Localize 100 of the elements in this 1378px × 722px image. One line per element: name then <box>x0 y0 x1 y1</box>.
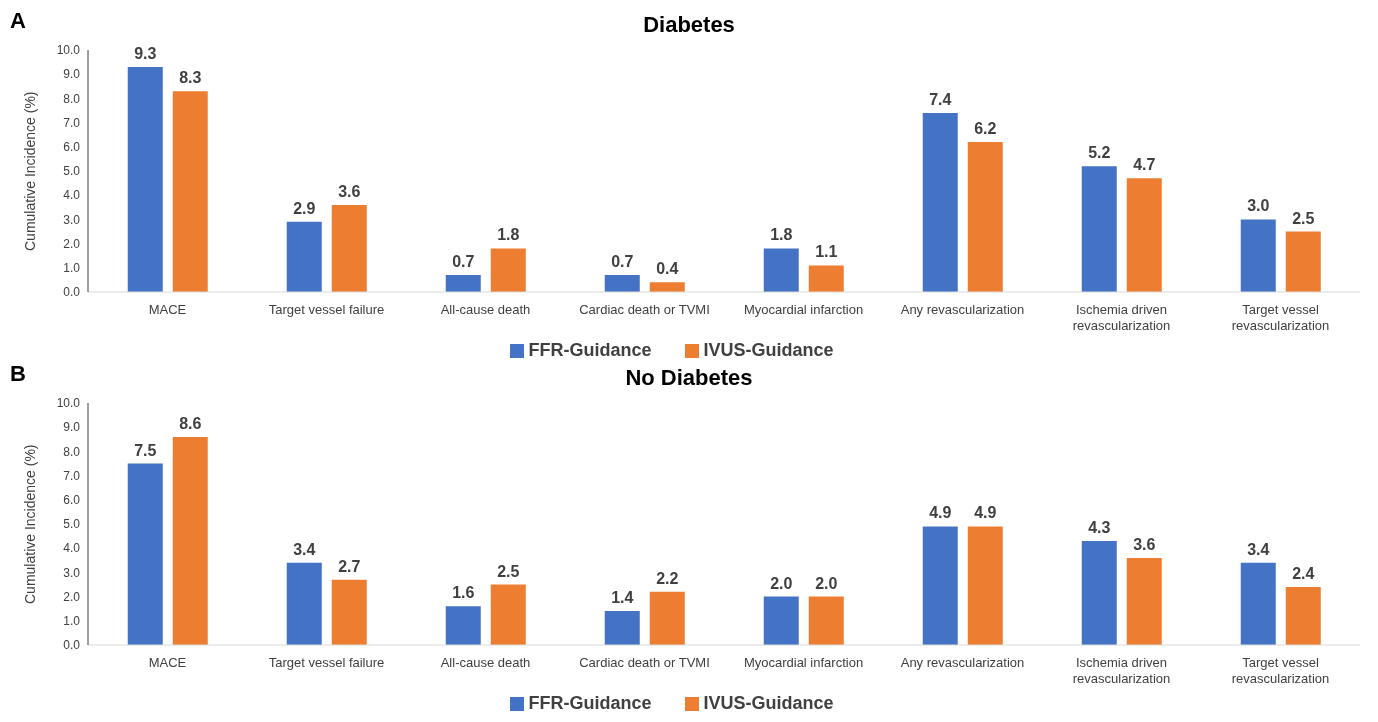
bar <box>331 579 367 645</box>
data-label: 4.9 <box>974 504 997 522</box>
y-tick-label: 8.0 <box>63 91 81 106</box>
data-label: 2.5 <box>497 562 520 580</box>
x-tick-label: Target vessel failure <box>268 655 385 670</box>
legend-label: IVUS-Guidance <box>703 340 834 360</box>
y-tick-label: 4.0 <box>63 188 81 203</box>
data-label: 2.4 <box>1292 564 1315 582</box>
x-tick-label: Target vessel revascularization <box>1231 655 1330 686</box>
data-label: 1.4 <box>611 589 634 607</box>
bar <box>286 562 322 645</box>
data-label: 8.6 <box>179 414 202 432</box>
y-tick-label: 7.0 <box>63 468 81 483</box>
bar <box>604 611 640 645</box>
bar <box>1081 166 1117 292</box>
x-tick-label: Any revascularization <box>900 302 1025 317</box>
y-axis-title: Cumulative Incidence (%) <box>21 444 38 604</box>
data-label: 1.6 <box>452 584 475 602</box>
bar <box>604 275 640 292</box>
data-label: 3.0 <box>1247 197 1270 215</box>
bar <box>172 91 208 292</box>
x-tick-label: MACE <box>148 655 187 670</box>
legend-label: FFR-Guidance <box>528 693 652 713</box>
data-label: 4.9 <box>929 504 952 522</box>
bar <box>763 596 799 645</box>
data-label: 1.8 <box>770 226 793 244</box>
bar <box>922 112 958 292</box>
x-tick-label: All-cause death <box>440 655 531 670</box>
y-tick-label: 4.0 <box>63 541 81 556</box>
data-label: 2.2 <box>656 569 679 587</box>
y-tick-label: 6.0 <box>63 493 81 508</box>
bar <box>967 141 1003 292</box>
bar <box>490 584 526 645</box>
data-label: 2.0 <box>770 574 793 592</box>
y-tick-label: 8.0 <box>63 444 81 459</box>
bar <box>808 265 844 292</box>
data-label: 0.7 <box>452 253 475 271</box>
bar <box>1240 562 1276 645</box>
data-label: 9.3 <box>134 44 157 62</box>
bar <box>127 66 163 292</box>
bar <box>649 591 685 645</box>
data-label: 3.6 <box>338 182 361 200</box>
x-tick-label: Myocardial infarction <box>743 655 864 670</box>
y-tick-label: 1.0 <box>63 614 81 629</box>
y-tick-label: 2.0 <box>63 589 81 604</box>
y-tick-label: 1.0 <box>63 261 81 276</box>
bar <box>331 204 367 292</box>
y-tick-label: 9.0 <box>63 67 81 82</box>
bar <box>649 282 685 292</box>
y-tick-label: 5.0 <box>63 517 81 532</box>
legend-label: FFR-Guidance <box>528 340 652 360</box>
legend-label: IVUS-Guidance <box>703 693 834 713</box>
data-label: 4.7 <box>1133 156 1156 174</box>
y-tick-label: 10.0 <box>56 396 81 411</box>
data-label: 2.9 <box>293 199 316 217</box>
bar <box>967 526 1003 645</box>
data-label: 7.5 <box>134 441 157 459</box>
bar <box>490 248 526 292</box>
x-tick-label: Ischemia driven revascularization <box>1072 655 1171 686</box>
data-label: 2.5 <box>1292 209 1315 227</box>
y-tick-label: 9.0 <box>63 420 81 435</box>
data-label: 8.3 <box>179 69 202 87</box>
data-label: 0.7 <box>611 253 634 271</box>
bar <box>1240 219 1276 292</box>
bar <box>445 275 481 292</box>
data-label: 6.2 <box>974 119 997 137</box>
data-label: 1.8 <box>497 226 520 244</box>
bar <box>286 221 322 292</box>
y-tick-label: 6.0 <box>63 140 81 155</box>
data-label: 2.7 <box>338 557 361 575</box>
bar <box>808 596 844 645</box>
data-label: 1.1 <box>815 243 838 261</box>
bar <box>1126 557 1162 645</box>
data-label: 3.6 <box>1133 535 1156 553</box>
text: B <box>10 361 26 387</box>
y-axis-title: Cumulative Incidence (%) <box>21 91 38 251</box>
data-label: 7.4 <box>929 90 952 108</box>
y-tick-label: 0.0 <box>63 285 81 300</box>
x-tick-label: Target vessel revascularization <box>1231 302 1330 333</box>
data-label: 4.3 <box>1088 518 1111 536</box>
x-tick-label: MACE <box>148 302 187 317</box>
bar <box>127 463 163 645</box>
x-tick-label: Cardiac death or TVMI <box>579 302 710 317</box>
bar <box>445 606 481 645</box>
data-label: 3.4 <box>293 540 316 558</box>
bar <box>763 248 799 292</box>
bar <box>922 526 958 645</box>
y-tick-label: 3.0 <box>63 565 81 580</box>
y-tick-label: 10.0 <box>56 43 81 58</box>
data-label: 2.0 <box>815 574 838 592</box>
x-tick-label: Target vessel failure <box>268 302 385 317</box>
bar <box>1081 540 1117 645</box>
bar <box>1126 178 1162 292</box>
data-label: 0.4 <box>656 260 679 278</box>
x-tick-label: Ischemia driven revascularization <box>1072 302 1171 333</box>
text: A <box>10 8 26 34</box>
bar <box>1285 586 1321 645</box>
x-tick-label: Any revascularization <box>900 655 1025 670</box>
data-label: 3.4 <box>1247 540 1270 558</box>
y-tick-label: 0.0 <box>63 638 81 653</box>
